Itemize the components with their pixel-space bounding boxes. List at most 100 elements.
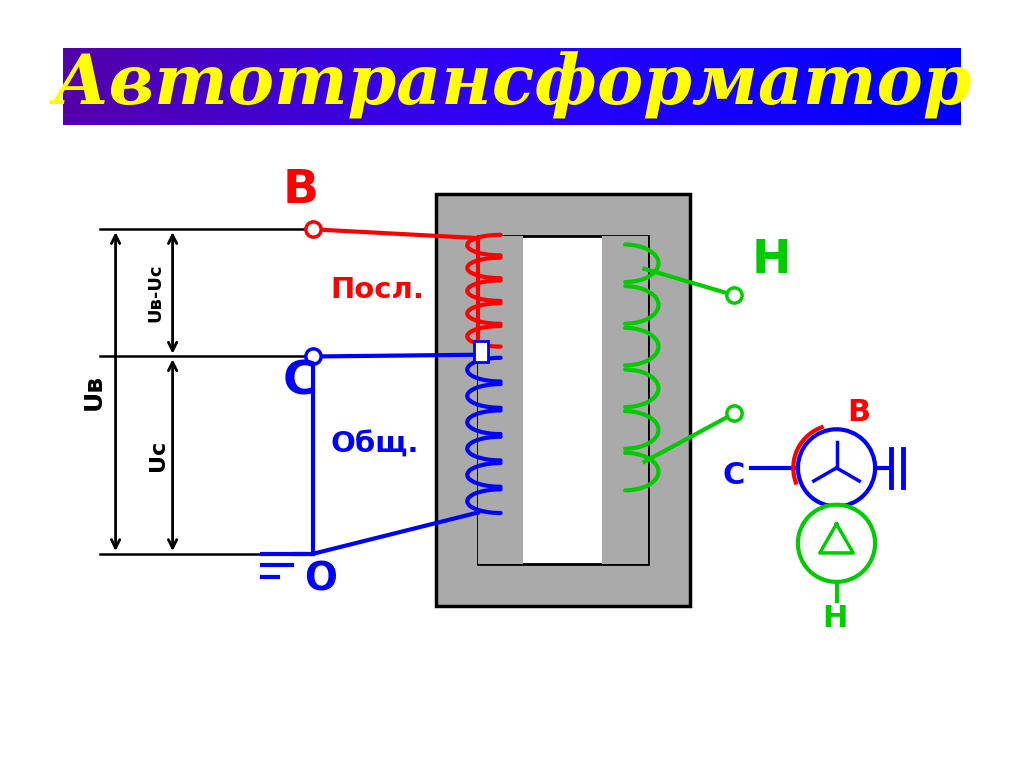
Bar — [521, 48, 525, 125]
Bar — [889, 48, 894, 125]
Bar — [590, 48, 595, 125]
Bar — [671, 48, 676, 125]
Bar — [453, 48, 457, 125]
Bar — [778, 48, 783, 125]
Bar — [539, 48, 544, 125]
Bar — [548, 48, 553, 125]
Bar — [383, 48, 388, 125]
Bar — [240, 48, 245, 125]
Text: Посл.: Посл. — [331, 275, 425, 304]
Bar — [111, 48, 116, 125]
Bar — [311, 48, 316, 125]
Bar — [93, 48, 97, 125]
Bar — [928, 48, 933, 125]
Bar — [571, 48, 577, 125]
Bar — [156, 48, 161, 125]
Bar — [560, 48, 564, 125]
Bar — [806, 48, 810, 125]
Bar — [299, 48, 304, 125]
Bar — [700, 48, 706, 125]
Bar — [916, 48, 921, 125]
Bar — [455, 48, 460, 125]
Bar — [216, 48, 220, 125]
Bar — [72, 48, 77, 125]
Bar — [691, 48, 696, 125]
Bar — [401, 48, 406, 125]
Bar — [859, 48, 864, 125]
Bar — [188, 48, 194, 125]
Bar — [434, 48, 439, 125]
Bar — [946, 48, 951, 125]
Bar — [620, 48, 625, 125]
Bar — [294, 48, 298, 125]
Bar — [658, 48, 664, 125]
Bar — [500, 48, 505, 125]
Bar — [288, 48, 292, 125]
Bar — [881, 48, 885, 125]
Bar — [327, 48, 331, 125]
Bar — [308, 48, 313, 125]
Bar — [398, 48, 403, 125]
Bar — [272, 48, 278, 125]
Bar — [159, 48, 164, 125]
Bar — [823, 48, 828, 125]
Bar — [285, 48, 289, 125]
Bar — [171, 48, 175, 125]
Bar — [608, 48, 612, 125]
Bar — [135, 48, 139, 125]
Bar — [716, 48, 720, 125]
Bar — [69, 48, 74, 125]
Bar — [814, 48, 819, 125]
Bar — [781, 48, 786, 125]
Bar — [892, 48, 897, 125]
Bar — [605, 48, 609, 125]
Bar — [422, 48, 427, 125]
Text: О: О — [304, 561, 337, 599]
Bar — [803, 48, 807, 125]
Bar — [898, 48, 903, 125]
Bar — [266, 48, 271, 125]
Bar — [497, 48, 502, 125]
Bar — [578, 48, 583, 125]
Bar — [688, 48, 693, 125]
Bar — [856, 48, 861, 125]
Bar — [333, 48, 337, 125]
Bar — [694, 48, 699, 125]
Bar — [321, 48, 326, 125]
Bar — [655, 48, 660, 125]
Bar — [347, 48, 352, 125]
Bar — [931, 48, 936, 125]
Bar — [878, 48, 882, 125]
Bar — [599, 48, 603, 125]
Text: В: В — [283, 168, 318, 213]
Bar — [411, 48, 415, 125]
Bar — [952, 48, 956, 125]
Bar — [569, 48, 573, 125]
Bar — [389, 48, 394, 125]
Bar — [252, 48, 256, 125]
Bar — [794, 48, 798, 125]
Bar — [120, 48, 125, 125]
Bar — [668, 48, 673, 125]
Bar — [392, 48, 397, 125]
Bar — [218, 48, 223, 125]
Bar — [566, 48, 570, 125]
Bar — [635, 48, 640, 125]
Bar — [473, 48, 478, 125]
Bar — [350, 48, 355, 125]
Bar — [934, 48, 939, 125]
Bar — [649, 48, 654, 125]
Bar — [554, 48, 559, 125]
Bar — [683, 48, 687, 125]
Bar — [386, 48, 391, 125]
Bar — [940, 48, 945, 125]
Bar — [836, 48, 840, 125]
Bar — [446, 48, 451, 125]
Bar — [730, 48, 735, 125]
Bar — [478, 236, 648, 565]
Bar — [375, 48, 379, 125]
Bar — [910, 48, 914, 125]
Bar — [719, 48, 723, 125]
Bar — [62, 48, 68, 125]
Bar — [461, 48, 466, 125]
